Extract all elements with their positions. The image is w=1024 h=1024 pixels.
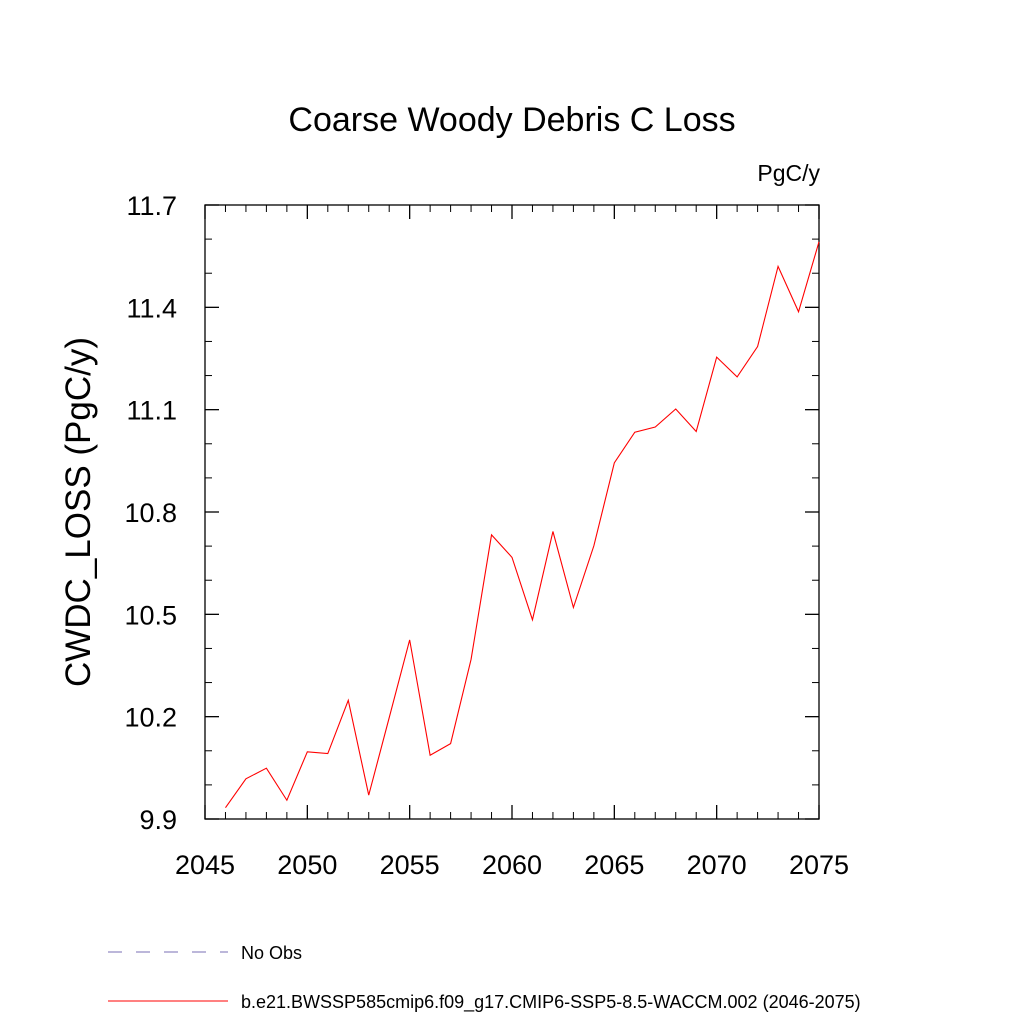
- units-label: PgC/y: [757, 160, 820, 186]
- x-tick-label-2055: 2055: [380, 850, 440, 880]
- y-tick-label-10.2: 10.2: [124, 703, 177, 733]
- y-tick-label-10.8: 10.8: [124, 498, 177, 528]
- x-tick-label-2065: 2065: [584, 850, 644, 880]
- x-axis: 2045 2050 2055 2060 2065 2070 2075: [175, 205, 849, 880]
- x-tick-label-2045: 2045: [175, 850, 235, 880]
- y-tick-label-9.9: 9.9: [139, 805, 177, 835]
- plot-frame: [204, 204, 820, 820]
- minor-ticks: [205, 205, 819, 819]
- y-tick-label-11.4: 11.4: [126, 293, 177, 323]
- y-axis: 9.9 10.2 10.5 10.8 11.1 11.4 11.7: [124, 191, 819, 835]
- series-group: [225, 241, 820, 809]
- x-tick-label-2050: 2050: [277, 850, 337, 880]
- x-tick-label-2075: 2075: [789, 850, 849, 880]
- chart-title: Coarse Woody Debris C Loss: [288, 101, 735, 139]
- y-tick-label-11.7: 11.7: [126, 191, 177, 221]
- legend: No Obs b.e21.BWSSP585cmip6.f09_g17.CMIP6…: [108, 943, 861, 1013]
- x-tick-label-2060: 2060: [482, 850, 542, 880]
- legend-label-no-obs: No Obs: [241, 943, 302, 963]
- y-tick-label-10.5: 10.5: [124, 600, 177, 630]
- legend-label-series: b.e21.BWSSP585cmip6.f09_g17.CMIP6-SSP5-8…: [241, 992, 861, 1013]
- series-line-0: [225, 241, 820, 809]
- y-tick-label-11.1: 11.1: [126, 396, 177, 426]
- y-axis-label: CWDC_LOSS (PgC/y): [59, 337, 98, 687]
- x-tick-label-2070: 2070: [687, 850, 747, 880]
